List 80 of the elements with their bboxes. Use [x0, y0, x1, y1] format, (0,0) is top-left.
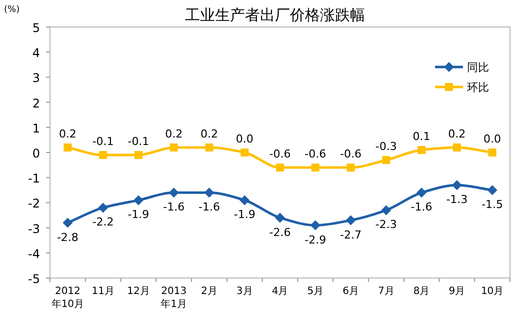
data-label: -1.6 [198, 200, 220, 214]
point [64, 143, 72, 152]
point [98, 202, 108, 213]
y-tick-label: 1 [32, 121, 40, 136]
x-tick-label: 2012年10月 [51, 286, 84, 310]
legend-label: 环比 [467, 81, 489, 94]
y-tick-label: 5 [32, 21, 40, 35]
data-label: -2.6 [269, 226, 291, 239]
y-tick-label: -5 [28, 272, 40, 286]
x-tick-label: 2013年1月 [160, 286, 188, 310]
data-label: -1.9 [234, 208, 256, 222]
point [99, 151, 108, 160]
point [452, 180, 462, 190]
point [346, 164, 355, 172]
y-tick-label: 2 [32, 96, 40, 110]
data-label: -2.8 [56, 230, 78, 244]
point [381, 205, 392, 216]
point [382, 156, 390, 164]
data-label: -0.6 [340, 148, 362, 161]
x-tick-label: 8月 [413, 286, 430, 297]
y-tick-label: -2 [28, 196, 40, 211]
x-tick-label: 11月 [92, 286, 114, 297]
point [418, 146, 426, 154]
chart-title: 工业生产者出厂价格涨跌幅 [185, 6, 365, 24]
x-tick-label: 5月 [307, 286, 324, 297]
data-label: -2.9 [304, 233, 326, 246]
data-label: -2.2 [92, 216, 114, 229]
point [276, 164, 284, 172]
x-tick-label: 7月 [378, 286, 394, 297]
y-tick-label: 4 [32, 46, 40, 60]
point [275, 212, 285, 223]
x-tick-label: 6月 [342, 286, 359, 297]
x-tick-label: 9月 [448, 286, 466, 297]
point [240, 148, 249, 156]
x-tick-label: 4月 [272, 286, 288, 297]
data-label: 0.0 [484, 132, 502, 146]
point [416, 188, 427, 198]
data-label: 0.0 [236, 132, 254, 146]
legend-label: 同比 [467, 61, 489, 74]
data-label: -1.3 [446, 193, 468, 206]
data-label: -1.6 [410, 200, 432, 214]
point [346, 215, 356, 226]
data-label: 0.2 [200, 127, 218, 140]
point [488, 148, 496, 156]
y-tick-label: -3 [28, 222, 40, 236]
point [487, 185, 498, 196]
point [170, 143, 178, 152]
point [240, 195, 250, 206]
data-label: 0.2 [165, 127, 183, 140]
data-label: -1.6 [163, 200, 185, 214]
data-label: -2.3 [375, 218, 397, 232]
point [134, 151, 142, 160]
data-label: -0.1 [92, 135, 114, 148]
x-tick-label: 10月 [480, 286, 504, 297]
data-label: -2.7 [340, 228, 362, 242]
data-label: -0.6 [304, 148, 326, 161]
y-axis-title: (%) [4, 5, 20, 15]
point [311, 164, 320, 172]
y-tick-label: -4 [28, 246, 40, 261]
point [204, 188, 214, 198]
point [310, 220, 320, 230]
y-tick-label: 3 [32, 71, 40, 86]
x-tick-label: 2月 [201, 286, 218, 297]
x-tick-label: 3月 [236, 286, 253, 297]
data-label: -0.6 [269, 148, 291, 161]
point [205, 143, 214, 152]
data-label: 0.2 [58, 127, 76, 140]
data-label: -0.1 [128, 135, 150, 148]
point [168, 188, 179, 198]
y-tick-label: -1 [28, 172, 40, 186]
data-label: -0.3 [375, 140, 397, 154]
data-label: 0.1 [412, 130, 430, 143]
point [62, 218, 73, 228]
x-tick-label: 12月 [127, 286, 150, 297]
y-tick-label: 0 [32, 146, 40, 160]
data-label: -1.5 [482, 198, 504, 212]
data-label: -1.9 [128, 208, 150, 222]
point [133, 195, 144, 206]
data-label: 0.2 [448, 127, 466, 140]
point [452, 143, 461, 152]
